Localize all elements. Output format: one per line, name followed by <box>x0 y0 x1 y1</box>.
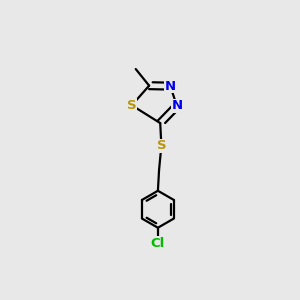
Text: S: S <box>127 99 136 112</box>
Text: N: N <box>165 80 176 93</box>
Text: Cl: Cl <box>151 237 165 250</box>
Text: S: S <box>157 139 166 152</box>
Text: N: N <box>171 100 182 112</box>
